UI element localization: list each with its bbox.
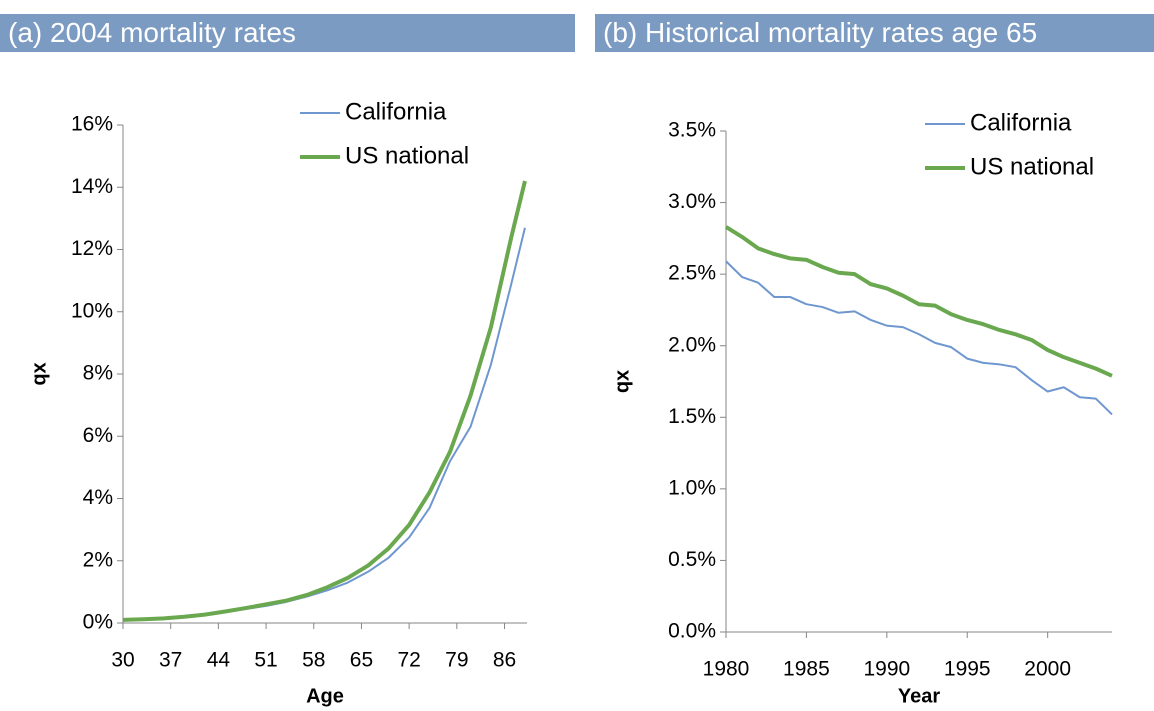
line-series bbox=[724, 225, 1113, 378]
line-series bbox=[122, 227, 526, 621]
legend-label: US national bbox=[970, 153, 1094, 180]
x-tick-label: 58 bbox=[302, 649, 325, 672]
legend-label: California bbox=[345, 98, 447, 125]
panel-title: (b) Historical mortality rates age 65 bbox=[595, 14, 1154, 52]
x-tick-label: 37 bbox=[159, 649, 182, 672]
y-tick-label: 6% bbox=[83, 424, 113, 447]
y-tick-label: 0.5% bbox=[668, 548, 716, 571]
x-axis-label: Age bbox=[306, 685, 344, 707]
x-axis-label: Year bbox=[898, 685, 940, 707]
line-series bbox=[122, 180, 527, 622]
x-tick-label: 30 bbox=[111, 649, 134, 672]
y-axis-label: qx bbox=[28, 362, 50, 385]
y-tick-label: 16% bbox=[71, 113, 113, 136]
y-tick-label: 2.0% bbox=[668, 333, 716, 356]
y-tick-label: 3.0% bbox=[668, 190, 716, 213]
legend-label: US national bbox=[345, 142, 469, 169]
y-tick-label: 4% bbox=[83, 486, 113, 509]
y-tick-label: 2% bbox=[83, 548, 113, 571]
y-axis-label: qx bbox=[611, 370, 633, 393]
x-tick-label: 65 bbox=[350, 649, 373, 672]
x-tick-label: 51 bbox=[254, 649, 277, 672]
x-tick-label: 2000 bbox=[1024, 658, 1071, 681]
line-series bbox=[725, 260, 1113, 416]
x-tick-label: 1985 bbox=[783, 658, 830, 681]
y-tick-label: 1.5% bbox=[668, 405, 716, 428]
y-tick-label: 3.5% bbox=[668, 119, 716, 142]
y-tick-label: 12% bbox=[71, 237, 113, 260]
y-tick-label: 8% bbox=[83, 362, 113, 385]
x-tick-label: 1990 bbox=[863, 658, 910, 681]
x-tick-label: 86 bbox=[493, 649, 516, 672]
x-tick-label: 1995 bbox=[944, 658, 991, 681]
y-tick-label: 1.0% bbox=[668, 476, 716, 499]
y-tick-label: 0% bbox=[83, 611, 113, 634]
panel-title: (a) 2004 mortality rates bbox=[0, 14, 575, 52]
y-tick-label: 2.5% bbox=[668, 262, 716, 285]
y-tick-label: 0.0% bbox=[668, 620, 716, 643]
legend-label: California bbox=[970, 109, 1072, 136]
x-tick-label: 72 bbox=[397, 649, 420, 672]
y-tick-label: 14% bbox=[71, 175, 113, 198]
y-tick-label: 10% bbox=[71, 299, 113, 322]
x-tick-label: 79 bbox=[445, 649, 468, 672]
x-tick-label: 1980 bbox=[703, 658, 750, 681]
x-tick-label: 44 bbox=[207, 649, 231, 672]
